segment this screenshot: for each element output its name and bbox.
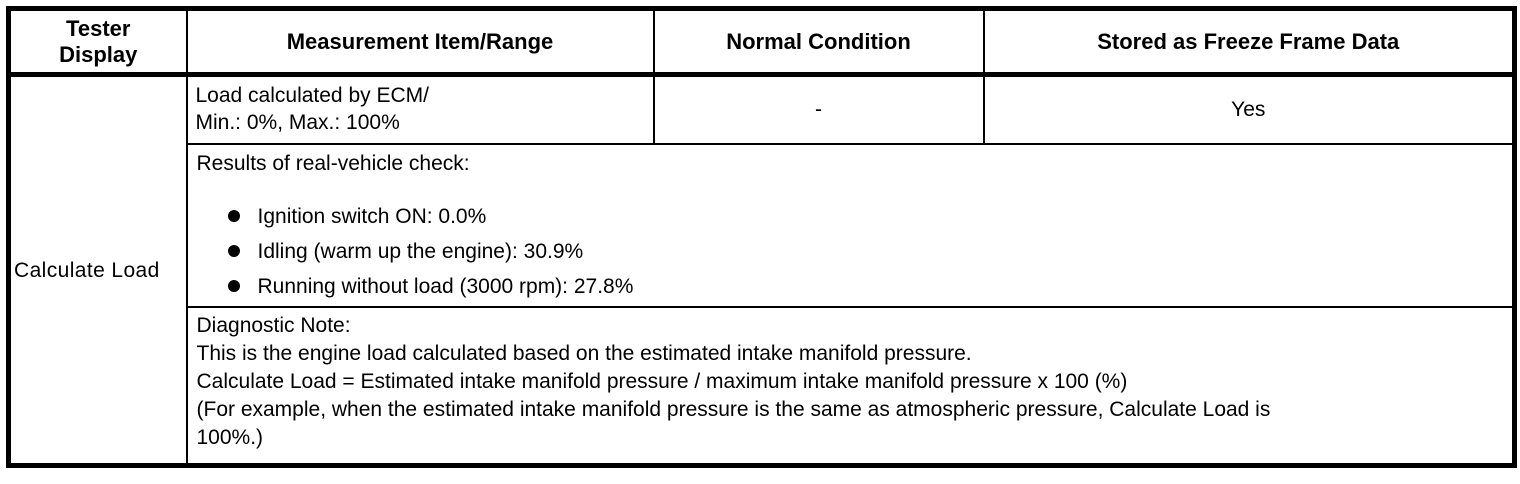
diagnostic-note-title: Diagnostic Note: — [196, 313, 351, 337]
cell-tester-display: Calculate Load — [7, 73, 188, 467]
measurement-range-line: Min.: 0%, Max.: 100% — [195, 111, 400, 134]
list-item-text: Running without load (3000 rpm): 27.8% — [257, 274, 634, 298]
table-row-diagnostic-note: Diagnostic Note: This is the engine load… — [9, 305, 1516, 467]
data-list-table: Tester Display Measurement Item/Range No… — [6, 6, 1517, 468]
bullet-icon — [227, 245, 240, 257]
list-item: Idling (warm up the engine): 30.9% — [227, 234, 1503, 269]
diagnostic-note-line: (For example, when the estimated intake … — [196, 397, 1271, 421]
list-item-text: Idling (warm up the engine): 30.9% — [257, 239, 584, 263]
col-header-tester-display: Tester Display — [7, 7, 188, 77]
list-item: Ignition switch ON: 0.0% — [227, 199, 1503, 234]
results-title: Results of real-vehicle check: — [196, 151, 470, 175]
bullet-icon — [227, 210, 240, 222]
diagnostic-note-line: 100%.) — [196, 425, 264, 449]
diagnostic-note-line: This is the engine load calculated based… — [196, 341, 972, 365]
cell-stored-freeze-frame: Yes — [982, 73, 1516, 145]
cell-measurement-item-range: Load calculated by ECM/ Min.: 0%, Max.: … — [185, 73, 655, 145]
col-header-stored-freeze-frame: Stored as Freeze Frame Data — [982, 7, 1516, 77]
cell-vehicle-check-results: Results of real-vehicle check: Ignition … — [185, 142, 1516, 308]
list-item-text: Ignition switch ON: 0.0% — [257, 204, 487, 228]
cell-normal-condition: - — [652, 73, 985, 145]
diagnostic-note-line: Calculate Load = Estimated intake manifo… — [196, 369, 1128, 393]
cell-diagnostic-note: Diagnostic Note: This is the engine load… — [185, 305, 1516, 467]
list-item: Running without load (3000 rpm): 27.8% — [227, 269, 1503, 304]
table-row-measurement: Calculate Load Load calculated by ECM/ M… — [7, 73, 1516, 467]
col-header-measurement-item-range: Measurement Item/Range — [185, 7, 655, 77]
results-list: Ignition switch ON: 0.0% Idling (warm up… — [197, 199, 1503, 304]
table-header-row: Tester Display Measurement Item/Range No… — [7, 7, 1516, 77]
table-row-vehicle-check: Results of real-vehicle check: Ignition … — [9, 142, 1516, 308]
measurement-item-line: Load calculated by ECM/ — [195, 84, 429, 107]
col-header-normal-condition: Normal Condition — [652, 7, 985, 77]
bullet-icon — [227, 280, 240, 292]
